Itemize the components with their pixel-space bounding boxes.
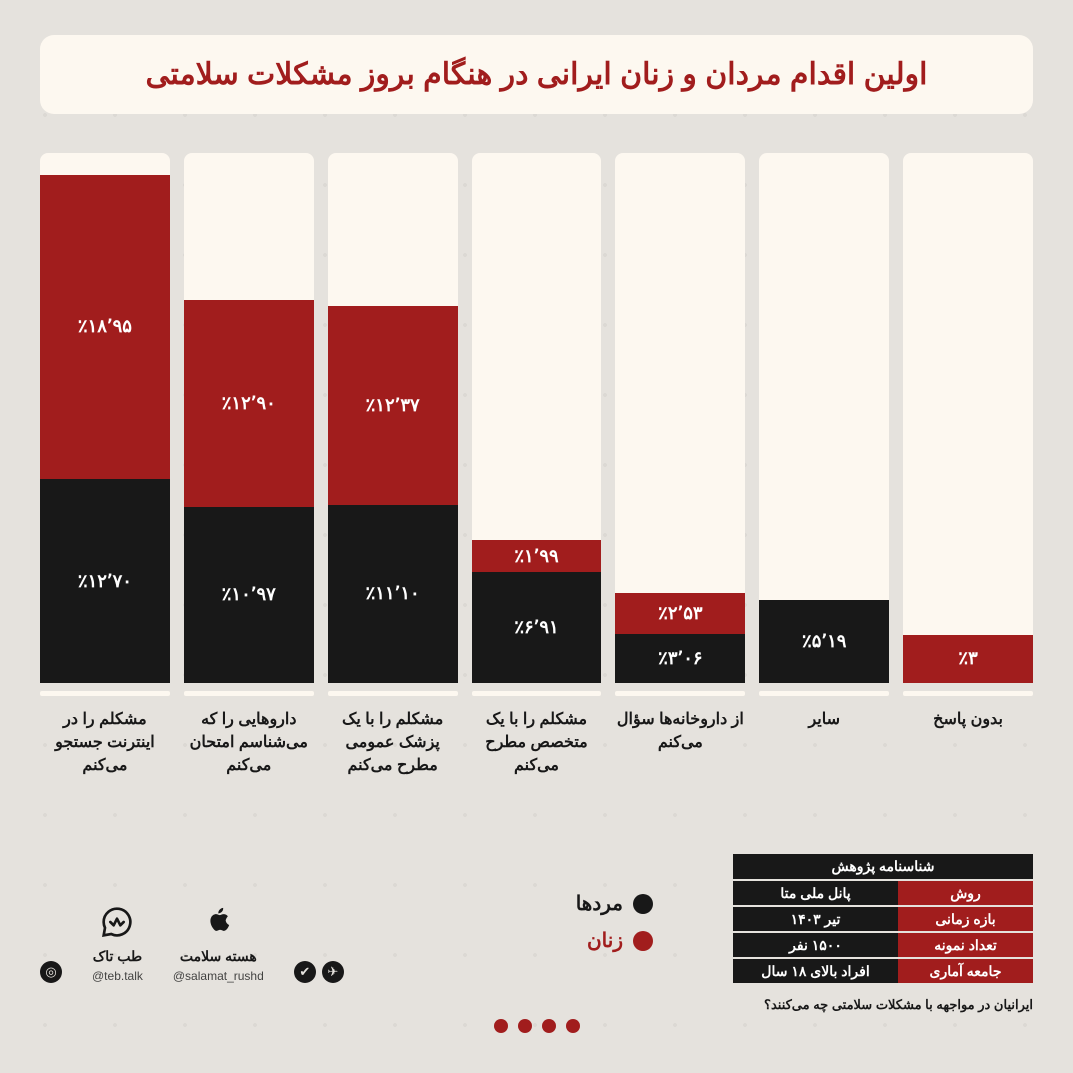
meta-key: جامعه آماری	[898, 959, 1033, 983]
legend-men: مردها	[576, 891, 653, 916]
meta-key: تعداد نمونه	[898, 933, 1033, 957]
bar-underline	[615, 691, 745, 696]
meta-key: بازه زمانی	[898, 907, 1033, 931]
credit-b-name: هسته سلامت	[180, 948, 257, 965]
instagram-icon-wrap: ◎	[40, 961, 62, 983]
bar-seg-women: ٪۱۲٬۳۷	[328, 306, 458, 505]
bar-underline	[40, 691, 170, 696]
bar-wrap: ٪۱۲٬۹۰٪۱۰٬۹۷	[184, 153, 314, 683]
meta-row: تعداد نمونه۱۵۰۰ نفر	[733, 933, 1033, 957]
credits: ✈ ✔ هسته سلامت @salamat_rushd طب تاک @te…	[40, 900, 344, 983]
check-icon: ✔	[294, 961, 316, 983]
meta-value: افراد بالای ۱۸ سال	[733, 959, 898, 983]
bar-wrap: ٪۱۸٬۹۵٪۱۲٬۷۰	[40, 153, 170, 683]
category-label: بدون پاسخ	[903, 708, 1033, 780]
chart-column: ٪۱۲٬۳۷٪۱۱٬۱۰ مشکلم را با یک پزشک عمومی مط…	[328, 153, 458, 780]
bar-seg-women: ٪۲٬۵۳	[615, 593, 745, 634]
credit-a: طب تاک @teb.talk	[92, 900, 143, 983]
bar-seg-men: ٪۵٬۱۹	[759, 600, 889, 683]
bar-wrap: ٪۱۲٬۳۷٪۱۱٬۱۰	[328, 153, 458, 683]
bar-wrap: ٪۳	[903, 153, 1033, 683]
credit-a-name: طب تاک	[93, 948, 142, 965]
meta-head: شناسنامه پژوهش	[733, 854, 1033, 879]
chart-column: ٪۵٬۱۹ سایر	[759, 153, 889, 780]
bar-chart: ٪۱۸٬۹۵٪۱۲٬۷۰ مشکلم را در اینترنت جستجو می…	[40, 170, 1033, 780]
meta-row: روشپانل ملی متا	[733, 881, 1033, 905]
category-label: داروهایی را که می‌شناسم امتحان می‌کنم	[184, 708, 314, 780]
bar-seg-men: ٪۱۰٬۹۷	[184, 507, 314, 683]
category-label: مشکلم را با یک پزشک عمومی مطرح می‌کنم	[328, 708, 458, 780]
meta-value: تیر ۱۴۰۳	[733, 907, 898, 931]
legend-label-women: زنان	[587, 928, 623, 953]
chat-icon	[95, 900, 139, 944]
bar-underline	[903, 691, 1033, 696]
pager-dot	[518, 1019, 532, 1033]
legend-women: زنان	[576, 928, 653, 953]
legend: مردها زنان	[576, 891, 653, 953]
bar-wrap: ٪۱٬۹۹٪۶٬۹۱	[472, 153, 602, 683]
chart-column: ٪۱۸٬۹۵٪۱۲٬۷۰ مشکلم را در اینترنت جستجو می…	[40, 153, 170, 780]
category-label: از داروخانه‌ها سؤال می‌کنم	[615, 708, 745, 780]
legend-swatch-women	[633, 931, 653, 951]
bar-underline	[184, 691, 314, 696]
pager-dot	[542, 1019, 556, 1033]
meta-key: روش	[898, 881, 1033, 905]
category-label: سایر	[759, 708, 889, 780]
credit-a-handle: @teb.talk	[92, 969, 143, 983]
bar-seg-men: ٪۳٬۰۶	[615, 634, 745, 683]
research-meta: شناسنامه پژوهش روشپانل ملی متابازه زمانی…	[733, 854, 1033, 983]
bar-seg-men: ٪۱۲٬۷۰	[40, 479, 170, 683]
pager-dots	[494, 1019, 580, 1033]
chart-column: ٪۳ بدون پاسخ	[903, 153, 1033, 780]
page-title: اولین اقدام مردان و زنان ایرانی در هنگام…	[70, 57, 1003, 92]
meta-row: بازه زمانیتیر ۱۴۰۳	[733, 907, 1033, 931]
meta-value: ۱۵۰۰ نفر	[733, 933, 898, 957]
bar-seg-women: ٪۳	[903, 635, 1033, 683]
bar-seg-women: ٪۱٬۹۹	[472, 540, 602, 572]
pager-dot	[566, 1019, 580, 1033]
pager-dot	[494, 1019, 508, 1033]
bar-wrap: ٪۵٬۱۹	[759, 153, 889, 683]
apple-icon	[196, 900, 240, 944]
bar-seg-men: ٪۱۱٬۱۰	[328, 505, 458, 683]
bar-underline	[759, 691, 889, 696]
bar-underline	[472, 691, 602, 696]
social-icons: ✈ ✔	[294, 961, 344, 983]
instagram-icon: ◎	[40, 961, 62, 983]
credit-b: هسته سلامت @salamat_rushd	[173, 900, 264, 983]
category-label: مشکلم را در اینترنت جستجو می‌کنم	[40, 708, 170, 780]
bar-seg-women: ٪۱۸٬۹۵	[40, 175, 170, 479]
chart-column: ٪۱٬۹۹٪۶٬۹۱ مشکلم را با یک متخصص مطرح می‌ک…	[472, 153, 602, 780]
credit-b-handle: @salamat_rushd	[173, 969, 264, 983]
meta-row: جامعه آماریافراد بالای ۱۸ سال	[733, 959, 1033, 983]
bar-wrap: ٪۲٬۵۳٪۳٬۰۶	[615, 153, 745, 683]
chart-column: ٪۱۲٬۹۰٪۱۰٬۹۷ داروهایی را که می‌شناسم امتح…	[184, 153, 314, 780]
category-label: مشکلم را با یک متخصص مطرح می‌کنم	[472, 708, 602, 780]
subtitle: ایرانیان در مواجهه با مشکلات سلامتی چه م…	[764, 997, 1033, 1013]
meta-value: پانل ملی متا	[733, 881, 898, 905]
chart-column: ٪۲٬۵۳٪۳٬۰۶ از داروخانه‌ها سؤال می‌کنم	[615, 153, 745, 780]
bar-seg-women: ٪۱۲٬۹۰	[184, 300, 314, 507]
legend-swatch-men	[633, 894, 653, 914]
bar-underline	[328, 691, 458, 696]
bar-seg-men: ٪۶٬۹۱	[472, 572, 602, 683]
legend-label-men: مردها	[576, 891, 623, 916]
telegram-icon: ✈	[322, 961, 344, 983]
title-bar: اولین اقدام مردان و زنان ایرانی در هنگام…	[40, 35, 1033, 114]
